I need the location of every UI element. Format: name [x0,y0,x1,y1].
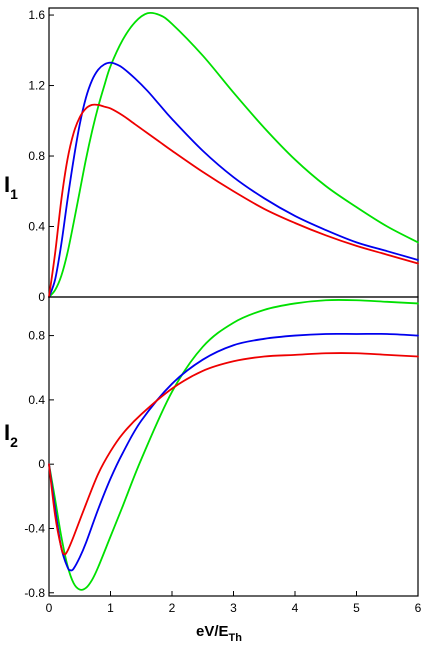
y-tick-label: -0.4 [24,521,45,535]
x-tick-label: 4 [292,601,299,615]
series-lines-i1 [48,11,419,298]
series-lines-i2 [48,299,419,591]
x-axis-label-main: eV/E [196,623,229,640]
x-tick-label: 2 [169,601,176,615]
series-line-1 [48,61,419,298]
chart-i1: 0 0.4 0.8 1.2 1.6 I1 [4,7,419,304]
x-tick-label: 1 [107,601,114,615]
y-tick-label: 0.4 [28,393,45,407]
y-axis-label-main: I [4,172,10,197]
series-line-1 [48,332,419,572]
y-tick-label: 1.2 [28,79,45,93]
y-axis-label-i2: I2 [4,420,18,450]
y-tick-label: 0.8 [28,329,45,343]
y-tick-label: 1.6 [28,8,45,22]
series-line-0 [48,299,419,591]
y-tick-label: 0.4 [28,220,45,234]
x-axis-label: eV/ETh [196,623,242,644]
x-tick-label: 0 [46,601,53,615]
y-axis-label-subscript: 2 [10,434,18,450]
y-tick-label: 0 [38,457,45,471]
x-tick-label: 5 [353,601,360,615]
y-axis-label-i1: I1 [4,172,18,202]
x-tick-label: 3 [230,601,237,615]
y-axis-label-main: I [4,420,10,445]
y-tick-label: -0.8 [24,586,45,600]
y-axis-label-subscript: 1 [10,186,18,202]
plot-frame-i1 [48,7,419,298]
axis-ticks-i2: -0.8 -0.4 0 0.4 0.8 0 1 2 3 4 5 6 [24,329,421,615]
series-line-0 [48,11,419,298]
x-tick-label: 6 [415,601,422,615]
y-tick-label: 0.8 [28,149,45,163]
y-tick-label: 0 [38,290,45,304]
y-ticks-i1: 0 0.4 0.8 1.2 1.6 [28,8,54,304]
series-line-2 [48,352,419,556]
series-line-2 [48,103,419,298]
x-axis-label-subscript: Th [229,632,243,644]
chart-i2: -0.8-0.400.40.80 1 2 3 4 5 6 I2 eV/ETh [4,296,422,644]
